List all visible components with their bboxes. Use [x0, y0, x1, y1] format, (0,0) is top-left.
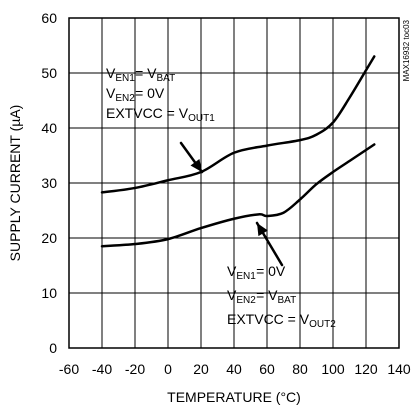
y-tick-label: 60	[41, 10, 57, 26]
series-line-1	[100, 55, 376, 194]
x-tick-label: -20	[125, 361, 145, 377]
annotation-line: VEN1 = VBAT	[106, 65, 175, 84]
x-axis-title: TEMPERATURE (°C)	[167, 389, 301, 405]
x-tick-label: -60	[59, 361, 79, 377]
x-tick-label: 60	[259, 361, 275, 377]
y-tick-label: 20	[41, 230, 57, 246]
annotation-bottom-conditions: VEN1 = 0V VEN2 = VBAT EXTVCC = VOUT2	[227, 263, 336, 330]
annotation-line: EXTVCC = VOUT2	[227, 311, 336, 330]
y-tick-label: 40	[41, 120, 57, 136]
annotation-line: VEN2 = 0V	[106, 85, 165, 104]
y-axis-title: SUPPLY CURRENT (µA)	[7, 105, 23, 262]
x-tick-label: 20	[193, 361, 209, 377]
x-tick-label: 140	[387, 361, 411, 377]
x-tick-label: -40	[92, 361, 112, 377]
annotation-arrowhead	[257, 223, 268, 237]
y-tick-label: 10	[41, 285, 57, 301]
annotation-arrowhead	[190, 159, 202, 172]
x-tick-label: 0	[164, 361, 172, 377]
x-tick-labels: -60 -40 -20 0 20 40 60 80 100 120 140	[59, 361, 411, 377]
x-tick-label: 120	[354, 361, 378, 377]
y-tick-label: 50	[41, 65, 57, 81]
x-tick-label: 80	[292, 361, 308, 377]
x-tick-label: 100	[321, 361, 345, 377]
series-lines	[100, 55, 376, 248]
plot-frame	[68, 17, 400, 349]
part-number-label: MAX16932 toc03	[402, 19, 411, 81]
grid	[69, 18, 399, 348]
series-line-2	[100, 143, 376, 248]
x-tick-label: 40	[226, 361, 242, 377]
annotation-arrows	[179, 141, 284, 267]
y-tick-label: 0	[49, 340, 57, 356]
annotation-line: VEN2 = VBAT	[227, 287, 296, 306]
annotation-line: EXTVCC = VOUT1	[106, 105, 215, 124]
annotation-line: VEN1 = 0V	[227, 263, 286, 282]
y-tick-label: 30	[41, 175, 57, 191]
y-tick-labels: 0 10 20 30 40 50 60	[41, 10, 57, 356]
